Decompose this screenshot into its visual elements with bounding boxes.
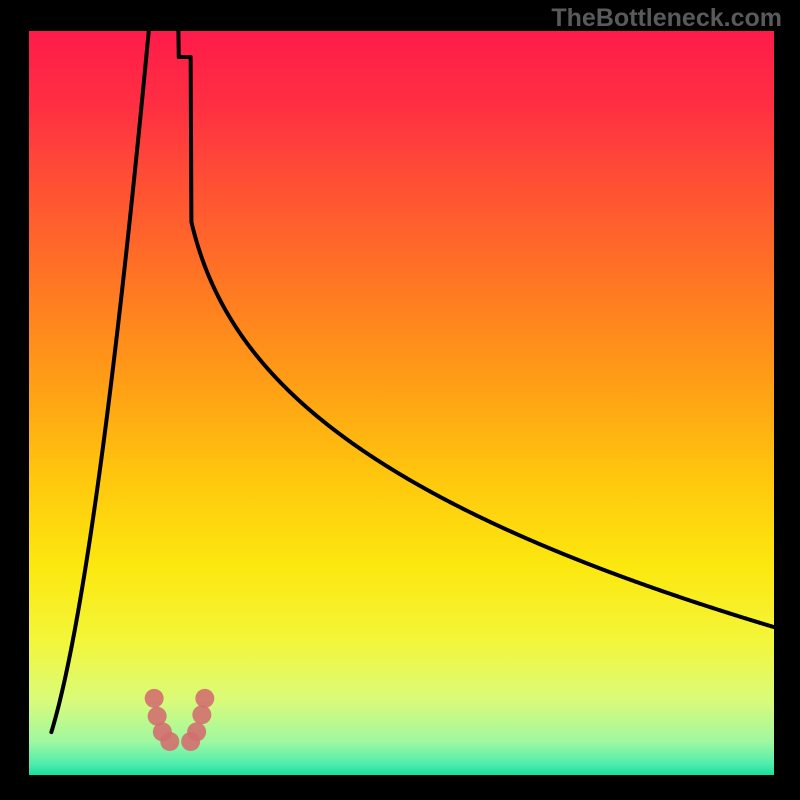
curve-marker (192, 705, 211, 724)
plot-area (29, 31, 774, 775)
curve-marker (195, 689, 214, 708)
curve-marker (145, 689, 164, 708)
curve-marker (187, 722, 206, 741)
gradient-background (29, 31, 774, 775)
plot-svg (29, 31, 774, 775)
curve-marker (160, 732, 179, 751)
watermark-text: TheBottleneck.com (551, 4, 782, 33)
